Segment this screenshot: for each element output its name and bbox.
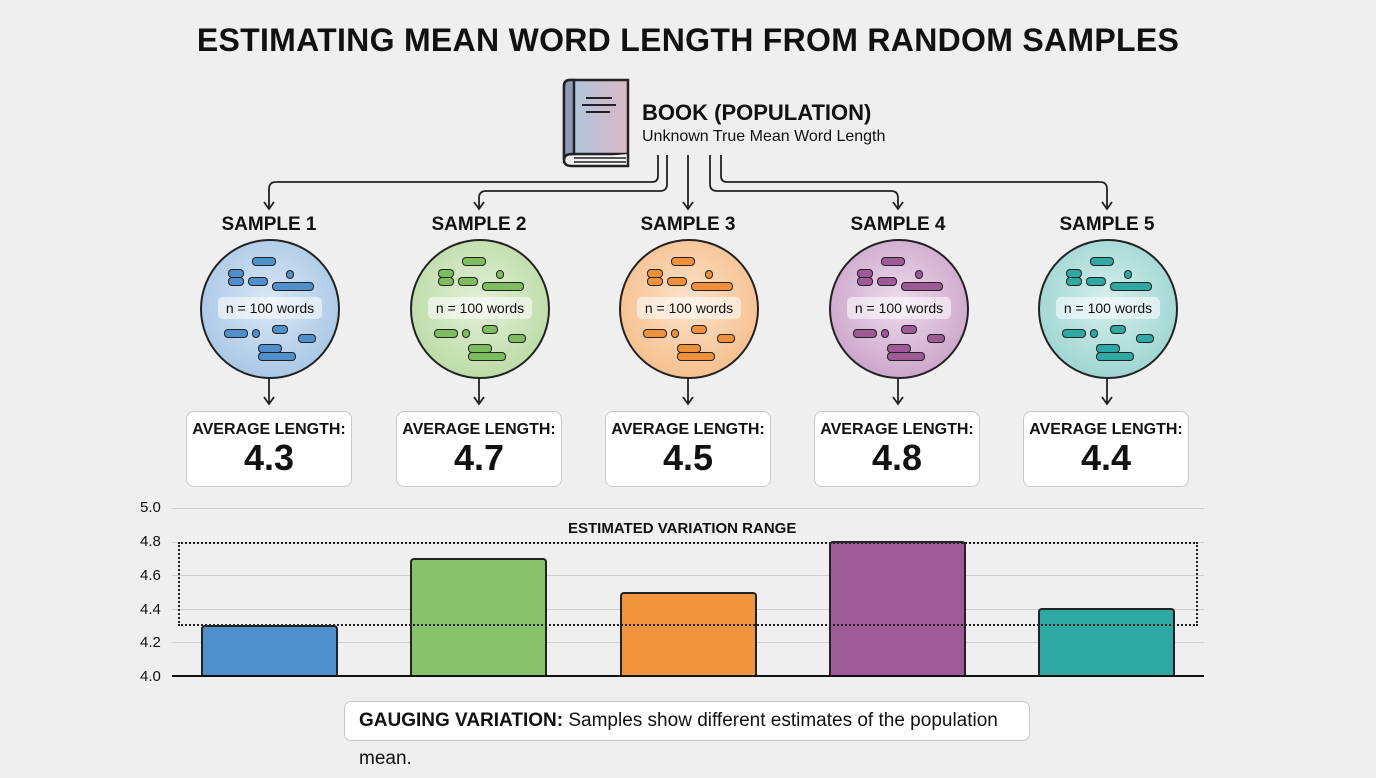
average-label: AVERAGE LENGTH: — [402, 421, 556, 438]
x-axis — [172, 675, 1204, 677]
sample-3-size: n = 100 words — [637, 297, 741, 319]
sample-1-average-card: AVERAGE LENGTH: 4.3 — [186, 411, 352, 487]
bar-sample-1 — [201, 625, 338, 675]
book-icon — [558, 78, 632, 175]
sample-2-size: n = 100 words — [428, 297, 532, 319]
variation-range-label: ESTIMATED VARIATION RANGE — [568, 520, 797, 537]
y-tick: 4.6 — [140, 567, 161, 584]
sample-4-size: n = 100 words — [847, 297, 951, 319]
average-value: 4.4 — [1080, 437, 1132, 478]
bar-sample-5 — [1038, 608, 1175, 675]
sample-2-circle: n = 100 words — [410, 239, 550, 379]
average-value: 4.7 — [453, 437, 505, 478]
sample-5-circle: n = 100 words — [1038, 239, 1178, 379]
population-subtitle: Unknown True Mean Word Length — [642, 128, 886, 145]
variation-range-box — [178, 542, 1198, 626]
sample-5-title: SAMPLE 5 — [1059, 214, 1155, 235]
sample-4-title: SAMPLE 4 — [850, 214, 946, 235]
sample-2-title: SAMPLE 2 — [431, 214, 527, 235]
sample-3-circle: n = 100 words — [619, 239, 759, 379]
average-label: AVERAGE LENGTH: — [1029, 421, 1183, 438]
sample-1-circle: n = 100 words — [200, 239, 340, 379]
summary-heading: GAUGING VARIATION: — [359, 710, 564, 731]
average-label: AVERAGE LENGTH: — [192, 421, 346, 438]
bar-sample-4 — [829, 541, 966, 675]
sample-5-size: n = 100 words — [1056, 297, 1160, 319]
average-value: 4.8 — [871, 437, 923, 478]
sample-3-average-card: AVERAGE LENGTH: 4.5 — [605, 411, 771, 487]
sample-1-title: SAMPLE 1 — [221, 214, 317, 235]
y-tick: 4.8 — [140, 533, 161, 550]
sample-4-average-card: AVERAGE LENGTH: 4.8 — [814, 411, 980, 487]
bar-sample-2 — [410, 558, 547, 675]
sample-3-title: SAMPLE 3 — [640, 214, 736, 235]
population-title: BOOK (POPULATION) — [642, 100, 872, 125]
average-label: AVERAGE LENGTH: — [611, 421, 765, 438]
sample-1-size: n = 100 words — [218, 297, 322, 319]
average-value: 4.5 — [662, 437, 714, 478]
sample-5-average-card: AVERAGE LENGTH: 4.4 — [1023, 411, 1189, 487]
sample-2-average-card: AVERAGE LENGTH: 4.7 — [396, 411, 562, 487]
summary-note: GAUGING VARIATION: Samples show differen… — [344, 701, 1030, 769]
bar-sample-3 — [620, 592, 757, 675]
summary-text: Samples show different estimates of the … — [359, 710, 998, 769]
average-label: AVERAGE LENGTH: — [820, 421, 974, 438]
y-tick: 4.0 — [140, 668, 161, 685]
y-tick: 4.2 — [140, 634, 161, 651]
population-label: BOOK (POPULATION) Unknown True Mean Word… — [642, 100, 885, 146]
y-tick: 4.4 — [140, 601, 161, 618]
gridline — [172, 508, 1204, 509]
average-value: 4.3 — [243, 437, 295, 478]
page-title: ESTIMATING MEAN WORD LENGTH FROM RANDOM … — [196, 22, 1180, 58]
sample-4-circle: n = 100 words — [829, 239, 969, 379]
y-tick: 5.0 — [140, 499, 161, 516]
gridline — [172, 575, 1204, 576]
